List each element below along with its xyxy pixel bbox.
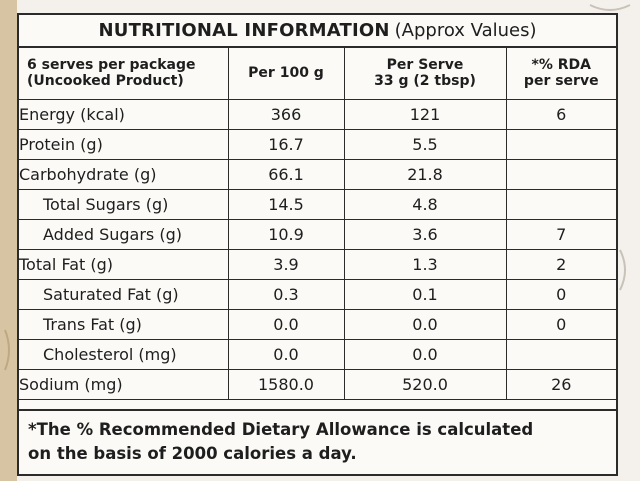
nutrient-name: Total Fat (g) bbox=[19, 248, 229, 280]
per100-value: 14.5 bbox=[227, 188, 345, 220]
title-sub: (Approx Values) bbox=[394, 20, 537, 41]
per100-value: 0.0 bbox=[227, 338, 345, 370]
per100-value: 10.9 bbox=[227, 218, 345, 250]
table-row: Trans Fat (g) 0.0 0.0 0 bbox=[19, 308, 616, 340]
header-rda: *% RDA per serve bbox=[505, 48, 616, 100]
nutrient-name: Total Sugars (g) bbox=[19, 188, 229, 220]
perserve-value: 0.1 bbox=[343, 278, 507, 310]
rda-value: 0 bbox=[505, 308, 616, 340]
nutrient-name: Cholesterol (mg) bbox=[19, 338, 229, 370]
table-row: Energy (kcal) 366 121 6 bbox=[19, 98, 616, 130]
per100-value: 3.9 bbox=[227, 248, 345, 280]
footnote-line1: *The % Recommended Dietary Allowance is … bbox=[28, 420, 534, 439]
header-rda-line1: *% RDA bbox=[531, 57, 591, 74]
header-rda-line2: per serve bbox=[523, 73, 599, 90]
perserve-value: 121 bbox=[343, 98, 507, 130]
per100-value: 16.7 bbox=[227, 128, 345, 160]
table-row: Saturated Fat (g) 0.3 0.1 0 bbox=[19, 278, 616, 310]
rda-value bbox=[505, 158, 616, 190]
per100-value: 66.1 bbox=[227, 158, 345, 190]
nutrition-panel: NUTRITIONAL INFORMATION (Approx Values) … bbox=[17, 13, 618, 476]
nutrient-name: Added Sugars (g) bbox=[19, 218, 229, 250]
rda-value bbox=[505, 128, 616, 160]
header-serves-line2: (Uncooked Product) bbox=[27, 73, 184, 90]
header-serves-line1: 6 serves per package bbox=[27, 57, 196, 74]
rda-value: 26 bbox=[505, 368, 616, 400]
rda-value: 7 bbox=[505, 218, 616, 250]
perserve-value: 0.0 bbox=[343, 308, 507, 340]
table-row: Total Sugars (g) 14.5 4.8 bbox=[19, 188, 616, 220]
nutrient-name: Trans Fat (g) bbox=[19, 308, 229, 340]
perserve-value: 21.8 bbox=[343, 158, 507, 190]
perserve-value: 520.0 bbox=[343, 368, 507, 400]
header-serves: 6 serves per package (Uncooked Product) bbox=[19, 48, 229, 100]
table-row: Total Fat (g) 3.9 1.3 2 bbox=[19, 248, 616, 280]
table-row: Carbohydrate (g) 66.1 21.8 bbox=[19, 158, 616, 190]
table-row: Cholesterol (mg) 0.0 0.0 bbox=[19, 338, 616, 370]
per100-value: 0.0 bbox=[227, 308, 345, 340]
perserve-value: 0.0 bbox=[343, 338, 507, 370]
title-bold: NUTRITIONAL INFORMATION bbox=[98, 20, 390, 41]
nutrient-name: Energy (kcal) bbox=[19, 98, 229, 130]
rda-value: 0 bbox=[505, 278, 616, 310]
rda-value: 6 bbox=[505, 98, 616, 130]
nutrient-name: Sodium (mg) bbox=[19, 368, 229, 400]
perserve-value: 4.8 bbox=[343, 188, 507, 220]
table-row: Added Sugars (g) 10.9 3.6 7 bbox=[19, 218, 616, 250]
per100-value: 366 bbox=[227, 98, 345, 130]
rda-footnote: *The % Recommended Dietary Allowance is … bbox=[19, 409, 616, 474]
perserve-value: 1.3 bbox=[343, 248, 507, 280]
panel-title: NUTRITIONAL INFORMATION (Approx Values) bbox=[19, 15, 616, 48]
header-perserve: Per Serve 33 g (2 tbsp) bbox=[343, 48, 507, 100]
header-per100-label: Per 100 g bbox=[248, 65, 324, 82]
rda-value: 2 bbox=[505, 248, 616, 280]
footnote-line2: on the basis of 2000 calories a day. bbox=[28, 444, 357, 463]
header-row: 6 serves per package (Uncooked Product) … bbox=[19, 48, 616, 100]
nutrition-table: 6 serves per package (Uncooked Product) … bbox=[19, 48, 616, 400]
table-row: Sodium (mg) 1580.0 520.0 26 bbox=[19, 368, 616, 400]
header-perserve-line2: 33 g (2 tbsp) bbox=[374, 73, 476, 90]
per100-value: 1580.0 bbox=[227, 368, 345, 400]
rda-value bbox=[505, 338, 616, 370]
nutrient-name: Protein (g) bbox=[19, 128, 229, 160]
header-perserve-line1: Per Serve bbox=[386, 57, 464, 74]
header-per100: Per 100 g bbox=[227, 48, 345, 100]
nutrient-name: Saturated Fat (g) bbox=[19, 278, 229, 310]
nutrient-name: Carbohydrate (g) bbox=[19, 158, 229, 190]
per100-value: 0.3 bbox=[227, 278, 345, 310]
table-row: Protein (g) 16.7 5.5 bbox=[19, 128, 616, 160]
rda-value bbox=[505, 188, 616, 220]
perserve-value: 5.5 bbox=[343, 128, 507, 160]
perserve-value: 3.6 bbox=[343, 218, 507, 250]
